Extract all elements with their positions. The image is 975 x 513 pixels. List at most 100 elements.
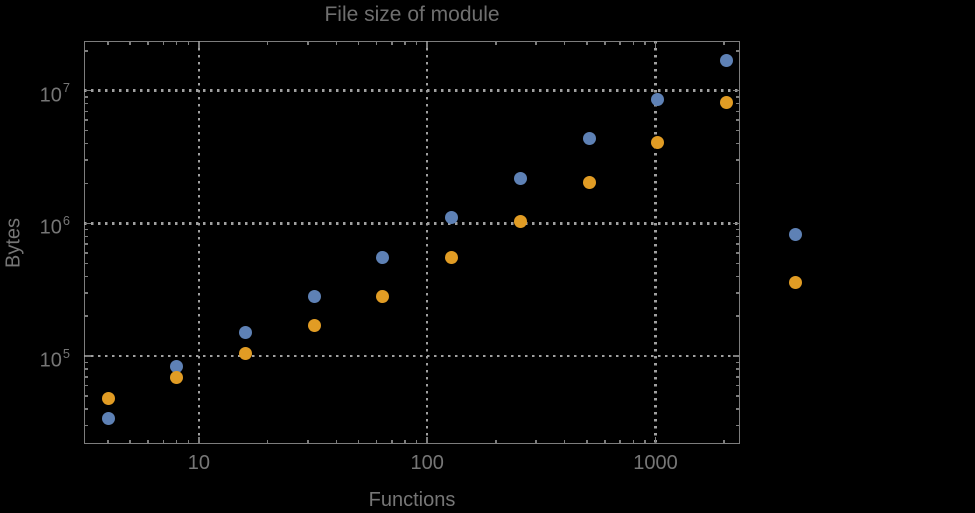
data-point-series_orange <box>513 215 527 229</box>
x-tick <box>375 42 378 45</box>
x-gridline <box>654 41 657 444</box>
x-tick <box>198 437 200 443</box>
x-tick <box>563 42 566 45</box>
y-tick <box>736 376 739 378</box>
data-point-series_blue <box>513 171 527 185</box>
y-tick <box>85 424 88 427</box>
y-tick <box>85 368 88 370</box>
y-tick <box>85 376 88 378</box>
y-tick <box>736 102 739 105</box>
data-point-series_orange <box>238 347 252 361</box>
y-tick <box>85 96 88 98</box>
data-point-series_blue <box>101 411 115 425</box>
x-tick-label: 10 <box>187 452 210 474</box>
x-tick <box>335 440 338 443</box>
y-tick <box>736 182 739 185</box>
y-tick <box>85 361 88 364</box>
x-tick <box>307 42 309 45</box>
y-gridline <box>84 89 740 92</box>
x-tick <box>391 42 393 45</box>
x-tick <box>426 437 428 443</box>
data-point-series_blue <box>720 54 734 68</box>
x-tick <box>266 440 269 443</box>
y-tick <box>736 142 739 145</box>
y-tick <box>736 361 739 364</box>
x-tick-label: 100 <box>410 452 444 474</box>
data-point-series_orange <box>582 176 596 190</box>
x-tick <box>162 440 165 443</box>
y-tick <box>85 50 88 52</box>
x-tick <box>619 42 621 45</box>
x-tick <box>604 440 606 443</box>
y-tick <box>736 228 739 231</box>
y-tick-exponent: 5 <box>62 345 70 361</box>
y-tick <box>85 252 88 254</box>
y-tick <box>85 235 88 238</box>
y-tick <box>85 102 88 105</box>
data-point-series_blue <box>307 289 321 303</box>
y-tick <box>733 89 739 92</box>
data-point-series_orange <box>651 136 665 150</box>
y-tick <box>736 424 739 427</box>
x-tick <box>107 42 109 45</box>
y-tick <box>736 96 739 98</box>
y-tick-label: 107 <box>39 80 70 107</box>
y-tick <box>733 222 739 225</box>
data-point-series_orange <box>307 319 321 333</box>
x-tick <box>723 440 725 443</box>
y-tick <box>85 142 88 145</box>
x-tick <box>535 440 537 443</box>
y-tick-exponent: 7 <box>62 80 70 96</box>
x-tick <box>147 440 149 443</box>
x-tick <box>644 440 646 443</box>
y-tick <box>736 110 739 113</box>
y-tick <box>85 119 88 121</box>
y-tick-label: 106 <box>39 213 70 240</box>
data-point-series_blue <box>788 227 802 241</box>
y-tick <box>85 275 88 278</box>
x-tick <box>495 42 497 45</box>
y-gridline <box>84 354 740 358</box>
y-tick <box>85 182 88 185</box>
data-point-series_blue <box>376 251 390 265</box>
y-tick <box>736 252 739 254</box>
x-tick <box>415 440 418 443</box>
x-tick <box>375 440 378 443</box>
data-point-series_blue <box>445 211 459 225</box>
y-tick <box>85 315 88 317</box>
x-tick <box>586 440 588 443</box>
x-tick <box>187 440 190 443</box>
x-tick <box>563 440 566 443</box>
y-tick <box>85 110 88 113</box>
x-tick <box>107 440 109 443</box>
plot-frame <box>84 41 740 444</box>
y-tick <box>85 355 91 357</box>
x-tick <box>307 440 309 443</box>
y-tick <box>736 292 739 294</box>
y-tick <box>85 222 91 225</box>
x-tick <box>187 42 190 45</box>
data-point-series_orange <box>170 371 184 385</box>
x-tick <box>535 42 537 45</box>
x-tick <box>723 42 725 45</box>
data-point-series_orange <box>720 96 734 110</box>
y-tick <box>736 262 739 265</box>
x-tick <box>162 42 165 45</box>
y-tick <box>736 159 739 161</box>
x-tick <box>604 42 606 45</box>
y-tick <box>736 50 739 52</box>
y-tick <box>736 243 739 245</box>
y-tick <box>85 129 88 132</box>
x-tick <box>357 440 360 443</box>
y-tick <box>736 275 739 278</box>
x-tick <box>357 42 360 45</box>
y-tick <box>85 408 88 410</box>
x-axis-label: Functions <box>368 489 456 511</box>
x-tick <box>391 440 393 443</box>
y-tick <box>85 243 88 245</box>
x-tick <box>632 440 635 443</box>
y-tick <box>85 292 88 294</box>
data-point-series_blue <box>170 359 184 373</box>
x-tick <box>175 440 178 443</box>
x-gridline <box>425 41 429 444</box>
